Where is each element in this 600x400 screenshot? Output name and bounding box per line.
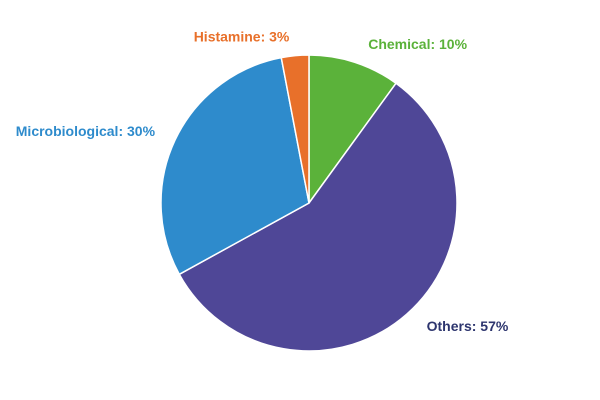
pie-slice [160, 56, 310, 276]
pie-slice [308, 54, 398, 206]
slice-label: Chemical: 10% [368, 36, 467, 52]
slice-label: Histamine: 3% [194, 29, 290, 45]
slice-label: Others: 57% [427, 318, 509, 334]
pie-slice [178, 82, 458, 352]
slice-label: Microbiological: 30% [16, 123, 156, 139]
pie-slice [280, 54, 310, 204]
